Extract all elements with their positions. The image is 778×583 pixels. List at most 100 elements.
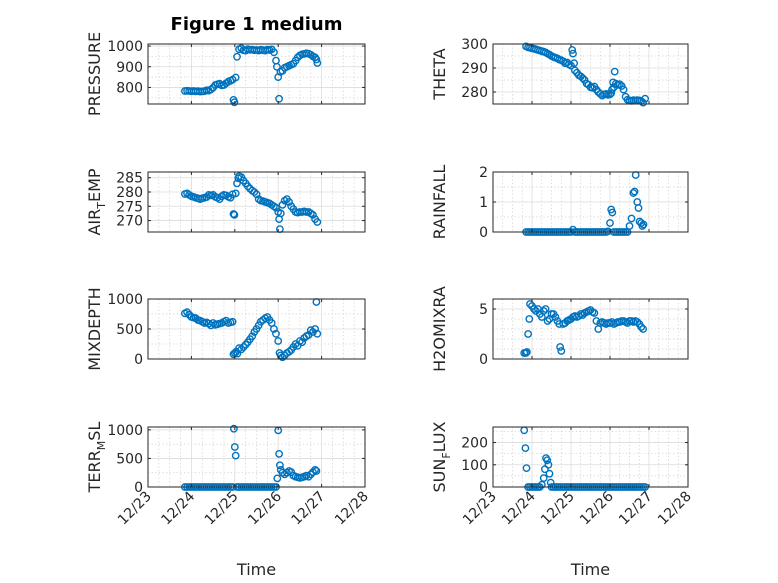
data-point xyxy=(274,337,283,345)
x-tick-label: 12/27 xyxy=(289,489,329,529)
data-point xyxy=(313,59,322,67)
y-tick-label: 1 xyxy=(479,195,488,211)
x-tick-label: 12/27 xyxy=(616,489,656,529)
y-tick-label: 280 xyxy=(116,185,143,201)
data-point xyxy=(275,461,284,470)
y-tick-label: 280 xyxy=(461,85,488,101)
data-point xyxy=(625,222,634,230)
data-point xyxy=(273,474,282,483)
axes-frame xyxy=(492,298,689,360)
y-tick-label: 900 xyxy=(116,60,143,76)
y-tick-label: 500 xyxy=(116,451,143,467)
x-tick-label: 12/26 xyxy=(245,488,285,528)
data-point xyxy=(269,48,278,57)
data-point xyxy=(606,90,614,99)
y-tick-label: 500 xyxy=(116,322,143,338)
data-point xyxy=(250,188,259,196)
data-point xyxy=(633,318,642,326)
subplot-rainfall: 0 1 2 RAINFALL xyxy=(430,165,689,241)
data-point xyxy=(590,309,599,317)
data-point xyxy=(206,85,215,94)
subplot-h2omixra: 0 5 H2OMIXRA xyxy=(430,286,689,372)
data-point xyxy=(630,187,639,196)
data-point xyxy=(574,312,583,320)
data-point xyxy=(275,94,283,103)
x-tick-label: 12/28 xyxy=(332,489,372,529)
y-tick-label: 2 xyxy=(479,165,488,181)
y-axis-label: AIRTEMP xyxy=(85,168,108,235)
y-axis-label: TERRMSL xyxy=(85,422,108,494)
data-point xyxy=(543,317,552,325)
data-point xyxy=(230,443,239,451)
data-point xyxy=(306,470,315,479)
data-point xyxy=(539,474,548,482)
data-point xyxy=(272,203,280,212)
data-point xyxy=(569,49,577,58)
y-tick-label: 0 xyxy=(479,225,488,241)
data-point xyxy=(525,315,534,323)
y-tick-label: 200 xyxy=(461,436,488,452)
data-point xyxy=(545,469,554,478)
data-point xyxy=(312,467,321,475)
y-axis-label: H2OMIXRA xyxy=(430,286,449,372)
data-point xyxy=(522,464,531,472)
data-point xyxy=(231,451,240,460)
y-tick-label: 275 xyxy=(116,199,143,215)
data-point xyxy=(304,472,313,481)
x-axis-label: Time xyxy=(570,560,610,579)
y-axis-label: PRESSURE xyxy=(85,32,104,116)
y-tick-label: 1000 xyxy=(107,292,143,308)
data-point xyxy=(248,332,257,341)
data-point xyxy=(298,338,306,347)
axes-frame xyxy=(147,171,366,233)
data-point xyxy=(306,326,315,335)
data-point xyxy=(537,480,546,489)
data-point xyxy=(551,313,560,321)
y-tick-label: 0 xyxy=(479,480,488,496)
data-point xyxy=(559,57,568,66)
data-point xyxy=(523,348,531,356)
data-point xyxy=(276,209,285,218)
x-axis-label: Time xyxy=(236,560,276,579)
y-axis-label: SUNFLUX xyxy=(430,421,453,492)
data-point xyxy=(608,208,617,217)
y-tick-label: 0 xyxy=(134,480,143,496)
data-point xyxy=(278,200,287,209)
y-tick-label: 270 xyxy=(116,214,143,230)
x-tick-label: 12/28 xyxy=(655,489,695,529)
data-point xyxy=(308,210,317,219)
data-point xyxy=(634,204,643,212)
data-point xyxy=(521,444,530,452)
x-tick-label: 12/26 xyxy=(577,488,617,528)
data-point xyxy=(233,179,241,188)
data-point xyxy=(530,305,538,313)
data-point xyxy=(627,214,636,223)
data-point xyxy=(543,456,552,465)
x-tick-label: 12/24 xyxy=(499,488,539,528)
data-point xyxy=(544,460,553,469)
data-point xyxy=(610,67,619,76)
x-tick-label: 12/25 xyxy=(202,489,242,529)
data-point xyxy=(285,198,293,206)
data-point xyxy=(230,210,239,219)
data-point xyxy=(524,330,532,338)
y-tick-label: 100 xyxy=(461,458,488,474)
x-tick-label: 12/24 xyxy=(158,488,198,528)
data-point xyxy=(556,343,564,351)
y-tick-label: 0 xyxy=(134,352,143,368)
y-tick-label: 0 xyxy=(479,352,488,368)
axes-frame xyxy=(147,43,366,105)
subplot-theta: 280 290 300 THETA xyxy=(430,37,689,107)
y-tick-label: 1000 xyxy=(107,423,143,439)
data-point xyxy=(278,353,287,362)
data-point xyxy=(639,98,647,107)
data-point xyxy=(568,46,577,54)
data-point xyxy=(619,85,628,94)
data-point xyxy=(641,94,649,103)
data-point xyxy=(526,300,534,308)
